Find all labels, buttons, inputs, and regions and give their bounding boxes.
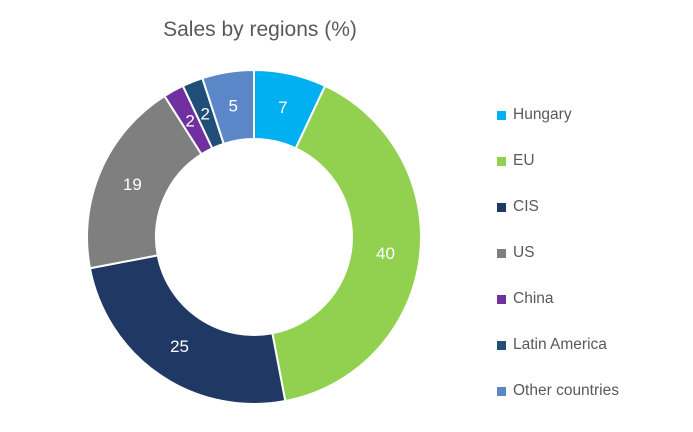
- legend-swatch-china: [497, 294, 506, 304]
- legend-swatch-cis: [497, 202, 506, 212]
- slice-label-china: 2: [185, 111, 194, 130]
- legend-item-latin-america: Latin America: [497, 322, 687, 368]
- legend-item-eu: EU: [497, 138, 687, 184]
- legend-item-hungary: Hungary: [497, 92, 687, 138]
- legend-item-china: China: [497, 276, 687, 322]
- slice-eu: [271, 84, 422, 403]
- slice-label-other-countries: 5: [229, 97, 238, 116]
- chart-title: Sales by regions (%): [163, 18, 357, 41]
- legend-label-other-countries: Other countries: [513, 382, 619, 399]
- legend-swatch-us: [497, 248, 506, 258]
- legend-label-hungary: Hungary: [513, 106, 572, 123]
- legend-swatch-latin-america: [497, 340, 506, 350]
- legend-label-latin-america: Latin America: [513, 336, 607, 353]
- slice-label-cis: 25: [170, 337, 189, 356]
- slice-cis: [88, 254, 287, 405]
- legend-label-eu: EU: [513, 152, 535, 169]
- legend: Hungary EU CIS US China Latin America Ot…: [497, 92, 687, 414]
- legend-swatch-hungary: [497, 110, 506, 120]
- legend-item-other-countries: Other countries: [497, 368, 687, 414]
- slice-label-hungary: 7: [278, 98, 287, 117]
- legend-item-us: US: [497, 230, 687, 276]
- legend-label-us: US: [513, 244, 535, 261]
- slice-other-countries: [201, 68, 255, 146]
- legend-label-cis: CIS: [513, 198, 539, 215]
- legend-item-cis: CIS: [497, 184, 687, 230]
- slice-label-us: 19: [123, 175, 142, 194]
- legend-swatch-other-countries: [497, 386, 506, 396]
- legend-swatch-eu: [497, 156, 506, 166]
- legend-label-china: China: [513, 290, 554, 307]
- slice-label-latin-america: 2: [200, 104, 209, 123]
- slice-label-eu: 40: [376, 244, 395, 263]
